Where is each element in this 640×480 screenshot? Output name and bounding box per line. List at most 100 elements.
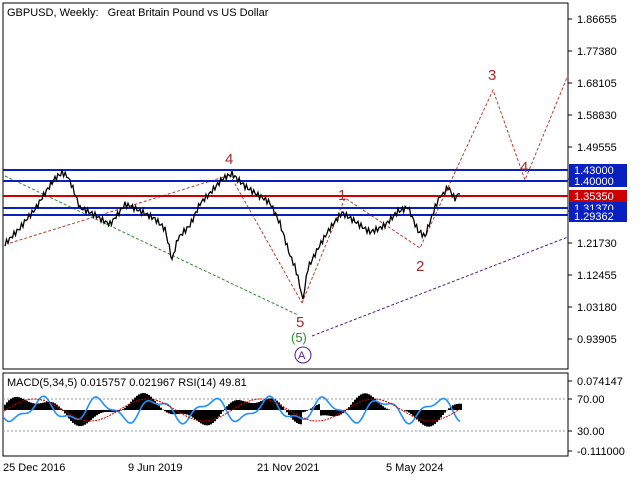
macd-bar bbox=[418, 410, 420, 422]
macd-bar bbox=[18, 397, 20, 410]
macd-bar bbox=[334, 410, 336, 417]
macd-bar bbox=[248, 402, 250, 410]
macd-bar bbox=[8, 400, 10, 410]
price-tick-label: 1.77380 bbox=[577, 46, 617, 58]
macd-bar bbox=[110, 410, 112, 413]
macd-bar bbox=[428, 410, 430, 427]
macd-bar bbox=[366, 393, 368, 410]
macd-bar bbox=[108, 410, 110, 412]
price-tag-label: 1.40000 bbox=[574, 176, 614, 188]
macd-bar bbox=[150, 396, 152, 410]
macd-bar bbox=[208, 410, 210, 426]
macd-bar bbox=[242, 400, 244, 410]
macd-bar bbox=[6, 402, 8, 410]
macd-bar bbox=[104, 410, 106, 413]
price-tick-label: 1.12455 bbox=[577, 270, 617, 282]
macd-bar bbox=[234, 400, 236, 410]
macd-bar bbox=[82, 410, 84, 426]
macd-bar bbox=[100, 410, 102, 414]
macd-bar bbox=[52, 402, 54, 410]
macd-bar bbox=[346, 409, 348, 410]
macd-bar bbox=[168, 410, 170, 414]
wave-path-left bbox=[9, 174, 303, 304]
macd-bar bbox=[214, 410, 216, 422]
macd-bar bbox=[10, 398, 12, 410]
price-tick-label: 1.58830 bbox=[577, 110, 617, 122]
macd-bar bbox=[216, 410, 218, 420]
macd-bar bbox=[182, 410, 184, 414]
price-tick-label: 1.21730 bbox=[577, 238, 617, 250]
macd-bar bbox=[84, 410, 86, 425]
macd-bar bbox=[448, 408, 450, 410]
symbol-description: Great Britain Pound vs US Dollar bbox=[108, 7, 269, 19]
macd-bar bbox=[282, 406, 284, 410]
macd-bar bbox=[266, 398, 268, 410]
macd-bar bbox=[102, 410, 104, 413]
macd-bar bbox=[222, 410, 224, 412]
macd-bar bbox=[96, 410, 98, 416]
macd-bar bbox=[210, 410, 212, 425]
macd-bar bbox=[332, 410, 334, 417]
macd-bar bbox=[412, 410, 414, 416]
macd-bar bbox=[386, 408, 388, 410]
macd-bar bbox=[310, 408, 312, 410]
macd-bar bbox=[192, 410, 194, 418]
macd-bar bbox=[384, 407, 386, 410]
macd-bar bbox=[252, 403, 254, 410]
price-tag bbox=[569, 175, 627, 187]
macd-bar bbox=[290, 410, 292, 418]
macd-bar bbox=[352, 402, 354, 410]
macd-bar bbox=[46, 401, 48, 410]
macd-bar bbox=[40, 403, 42, 410]
macd-bar bbox=[426, 410, 428, 427]
symbol-header: GBPUSD, Weekly: Great Britain Pound vs U… bbox=[7, 7, 269, 19]
macd-bar bbox=[270, 398, 272, 410]
macd-bar bbox=[186, 410, 188, 415]
macd-bar bbox=[372, 397, 374, 410]
macd-bar bbox=[48, 401, 50, 410]
macd-bar bbox=[24, 399, 26, 410]
macd-bar bbox=[458, 403, 460, 410]
price-axis: 1.866551.773801.681051.588301.495551.402… bbox=[568, 14, 617, 346]
macd-bar bbox=[246, 402, 248, 410]
macd-bar bbox=[184, 410, 186, 415]
macd-bar bbox=[218, 410, 220, 417]
macd-bar bbox=[26, 400, 28, 410]
wave-label-5: 5 bbox=[296, 314, 304, 331]
indicator-label: MACD(5,34,5) 0.015757 0.021967 RSI(14) 4… bbox=[7, 377, 247, 389]
macd-bar bbox=[382, 406, 384, 410]
macd-bar bbox=[204, 410, 206, 426]
macd-bar bbox=[152, 398, 154, 410]
macd-bar bbox=[236, 400, 238, 410]
macd-bar bbox=[292, 410, 294, 420]
macd-bar bbox=[258, 401, 260, 410]
macd-bar bbox=[274, 399, 276, 410]
macd-bar bbox=[304, 410, 306, 412]
macd-bar bbox=[440, 410, 442, 418]
wave-label-2: 2 bbox=[416, 258, 424, 275]
macd-bar bbox=[156, 403, 158, 410]
macd-bar bbox=[272, 398, 274, 410]
macd-bar bbox=[452, 405, 454, 410]
macd-bar bbox=[38, 403, 40, 410]
price-tick-label: 0.93905 bbox=[577, 334, 617, 346]
time-tick-4: 5 May 2024 bbox=[386, 462, 443, 474]
macd-bar bbox=[338, 410, 340, 416]
macd-bar bbox=[436, 410, 438, 423]
macd-bar bbox=[226, 406, 228, 410]
macd-bar bbox=[188, 410, 190, 416]
macd-bar bbox=[198, 410, 200, 423]
time-tick-2: 9 Jun 2019 bbox=[128, 462, 182, 474]
macd-bar bbox=[374, 398, 376, 410]
macd-bar bbox=[408, 410, 410, 413]
levels bbox=[3, 169, 568, 216]
macd-bar bbox=[154, 400, 156, 410]
macd-bar bbox=[328, 410, 330, 416]
macd-bar bbox=[124, 407, 126, 410]
macd-bar bbox=[348, 407, 350, 410]
macd-bar bbox=[430, 410, 432, 427]
macd-bar bbox=[56, 404, 58, 410]
macd-bar bbox=[42, 402, 44, 410]
